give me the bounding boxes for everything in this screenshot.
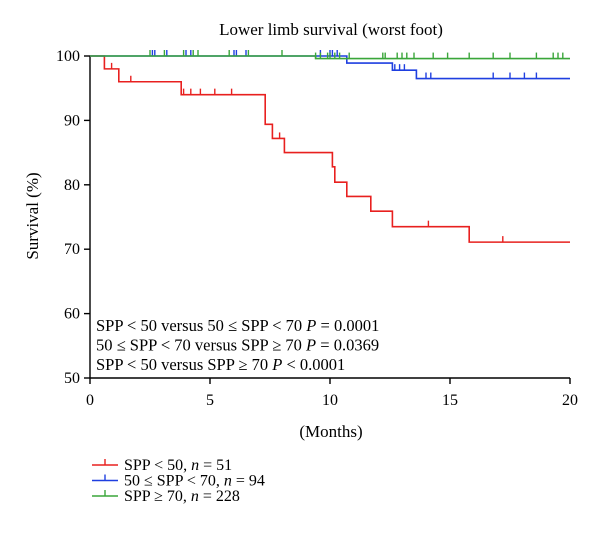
x-tick-label: 10 <box>322 392 338 409</box>
axes: 50 60 70 80 90 100 0 5 10 15 20 <box>56 48 578 409</box>
p-value-annotation: SPP < 50 versus SPP ≥ 70 P < 0.0001 <box>96 355 345 374</box>
series-3 <box>90 50 570 60</box>
x-axis-label: (Months) <box>299 422 362 441</box>
x-tick-label: 5 <box>206 392 214 409</box>
legend-entry: SPP < 50, n = 51 <box>92 457 232 474</box>
legend-label: 50 ≤ SPP < 70, n = 94 <box>124 473 265 490</box>
series-1 <box>90 55 570 243</box>
survival-line <box>90 55 570 80</box>
series-layer <box>90 50 570 243</box>
y-tick-label: 100 <box>56 48 80 65</box>
legend-label: SPP < 50, n = 51 <box>124 457 232 474</box>
y-tick-label: 70 <box>64 241 80 258</box>
y-tick-label: 50 <box>64 370 80 387</box>
p-value-annotation: SPP < 50 versus 50 ≤ SPP < 70 P = 0.0001 <box>96 316 379 335</box>
p-value-annotations: SPP < 50 versus 50 ≤ SPP < 70 P = 0.0001… <box>96 316 379 374</box>
legend-entry: SPP ≥ 70, n = 228 <box>92 488 240 505</box>
x-tick-label: 20 <box>562 392 578 409</box>
p-value-annotation: 50 ≤ SPP < 70 versus SPP ≥ 70 P = 0.0369 <box>96 336 379 355</box>
y-axis-label: Survival (%) <box>23 172 42 259</box>
y-tick-label: 80 <box>64 177 80 194</box>
legend-label: SPP ≥ 70, n = 228 <box>124 488 240 505</box>
chart-title: Lower limb survival (worst foot) <box>219 20 443 39</box>
series-2 <box>90 50 570 80</box>
x-tick-label: 15 <box>442 392 458 409</box>
x-tick-label: 0 <box>86 392 94 409</box>
y-tick-label: 90 <box>64 112 80 129</box>
survival-line <box>90 55 570 243</box>
legend-entry: 50 ≤ SPP < 70, n = 94 <box>92 473 265 490</box>
y-tick-label: 60 <box>64 306 80 323</box>
